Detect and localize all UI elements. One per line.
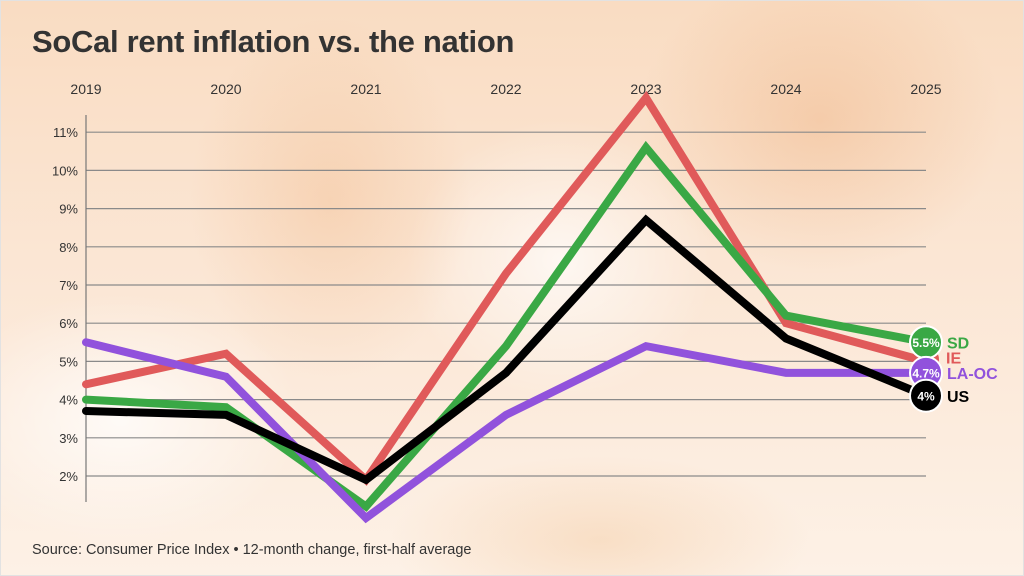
chart-title: SoCal rent inflation vs. the nation	[32, 24, 515, 59]
series-line-ie	[82, 90, 930, 486]
end-label-sd: SD	[947, 335, 969, 352]
series-line-la-oc	[82, 338, 930, 524]
end-label-ie: IE	[946, 350, 961, 367]
badge-us	[909, 378, 943, 413]
source-note: Source: Consumer Price Index • 12-month …	[32, 542, 472, 558]
x-tick-label: 2019	[70, 81, 101, 97]
end-label-la-oc: LA-OC	[947, 366, 998, 383]
x-axis: 2019 2020 2021 2022 2023 2024 2025	[70, 81, 941, 97]
y-tick-label: 2%	[59, 469, 78, 484]
x-tick-label: 2023	[630, 81, 661, 97]
y-tick-label: 5%	[59, 354, 78, 369]
y-tick-label: 7%	[59, 278, 78, 293]
y-axis: 2% 3% 4% 5% 6% 7% 8% 9% 10% 11%	[52, 115, 87, 502]
gridlines	[86, 131, 926, 477]
y-tick-label: 6%	[59, 316, 78, 331]
series-lines	[82, 90, 930, 524]
y-tick-label: 3%	[59, 431, 78, 446]
y-tick-label: 10%	[52, 163, 78, 178]
badge-value-la-oc: 4.7%	[912, 366, 940, 380]
x-tick-label: 2022	[490, 81, 521, 97]
y-tick-label: 11%	[53, 125, 78, 140]
series-line-us	[82, 214, 930, 485]
y-tick-label: 9%	[59, 202, 78, 217]
x-tick-label: 2020	[210, 81, 241, 97]
series-line-sd	[82, 140, 930, 512]
badge-value-us: 4%	[917, 389, 935, 403]
x-tick-label: 2021	[350, 81, 381, 97]
x-tick-label: 2025	[910, 81, 941, 97]
y-tick-label: 4%	[59, 393, 78, 408]
y-tick-label: 8%	[59, 240, 78, 255]
badge-value-sd: 5.5%	[912, 336, 940, 350]
end-labels: IE 5.5% SD 4.7% LA-OC 4% US	[909, 325, 998, 413]
x-tick-label: 2024	[770, 81, 801, 97]
end-label-us: US	[947, 389, 970, 406]
